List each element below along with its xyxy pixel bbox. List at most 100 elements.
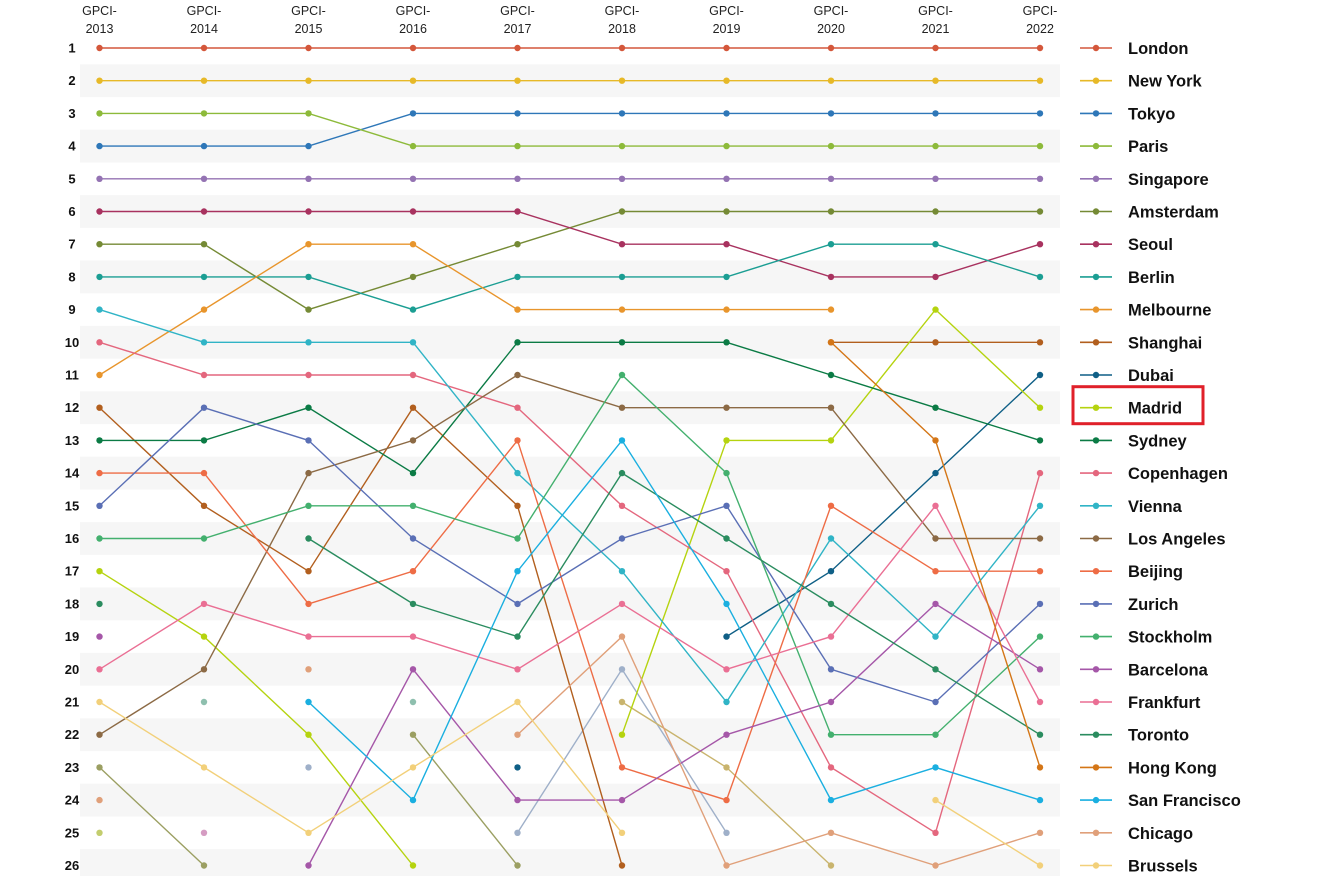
unlabeled-series-5-point: [200, 829, 208, 836]
legend-swatch-point: [1092, 698, 1100, 706]
legend-item-zurich: Zurich: [1080, 596, 1178, 614]
series-london-point: [514, 44, 521, 52]
series-frankfurt-point: [932, 502, 939, 509]
series-seoul-point: [409, 208, 417, 215]
legend-item-hong-kong: Hong Kong: [1080, 759, 1217, 777]
legend-label: Dubai: [1128, 367, 1174, 385]
series-frankfurt-point: [1036, 698, 1044, 706]
series-paris-point: [827, 142, 835, 150]
legend-label: Amsterdam: [1128, 204, 1219, 222]
legend-swatch-point: [1092, 110, 1100, 117]
series-paris-point: [514, 142, 521, 150]
legend-item-chicago: Chicago: [1080, 825, 1193, 843]
series-frankfurt-point: [827, 633, 835, 640]
series-sydney-point: [409, 469, 417, 477]
series-singapore-point: [514, 175, 521, 182]
rank-label: 26: [65, 858, 79, 873]
series-zurich-point: [618, 535, 626, 542]
year-label-prefix: GPCI-: [1023, 4, 1058, 18]
rank-label: 12: [65, 400, 79, 415]
series-stockholm-line: [99, 373, 1041, 736]
series-lines: [96, 44, 1044, 869]
series-melbourne: [96, 241, 835, 379]
series-shanghai-point: [200, 502, 208, 509]
series-melbourne-point: [305, 241, 312, 248]
legend-swatch-point: [1092, 77, 1100, 84]
series-singapore-point: [932, 175, 939, 182]
legend-item-paris: Paris: [1080, 138, 1168, 156]
series-madrid-point: [723, 437, 730, 444]
legend-item-shanghai: Shanghai: [1080, 334, 1202, 352]
legend-swatch-point: [1092, 44, 1100, 52]
legend-item-amsterdam: Amsterdam: [1080, 204, 1219, 222]
series-london-point: [932, 44, 939, 52]
series-vienna-point: [305, 339, 312, 346]
series-beijing-point: [1036, 568, 1044, 575]
unlabeled-series: [96, 666, 835, 869]
series-london-point: [305, 44, 312, 52]
legend-swatch-point: [1092, 796, 1100, 804]
series-los-angeles-point: [409, 437, 417, 444]
series-vienna-point: [618, 568, 626, 575]
series-vienna-line: [99, 308, 1041, 704]
series-toronto-point: [932, 666, 939, 673]
rank-label: 4: [68, 139, 76, 154]
rank-label: 20: [65, 662, 79, 677]
year-label: 2020: [817, 22, 845, 36]
unlabeled-series-1-point: [96, 764, 103, 771]
series-brussels: [96, 698, 1044, 869]
series-copenhagen-point: [723, 568, 730, 575]
series-zurich: [96, 404, 1044, 706]
series-chicago-point: [96, 796, 103, 804]
series-frankfurt-point: [409, 633, 417, 640]
series-zurich-point: [409, 535, 417, 542]
year-label-prefix: GPCI-: [396, 4, 431, 18]
legend-swatch-point: [1092, 600, 1100, 608]
series-frankfurt-point: [96, 666, 103, 673]
rank-label: 9: [68, 302, 75, 317]
series-tokyo-point: [305, 142, 312, 150]
series-brussels-point: [618, 829, 626, 836]
series-toronto-point: [514, 633, 521, 640]
legend-label: Singapore: [1128, 171, 1209, 189]
series-dubai-point: [514, 764, 521, 771]
series-dubai-point: [1036, 371, 1044, 379]
series-beijing-point: [723, 796, 730, 804]
legend-swatch-point: [1092, 437, 1100, 444]
legend-item-beijing: Beijing: [1080, 563, 1183, 581]
series-toronto-point: [827, 600, 835, 608]
unlabeled-series-6-point: [827, 862, 835, 869]
series-singapore-point: [200, 175, 208, 182]
legend-swatch-point: [1092, 208, 1100, 215]
series-madrid-point: [305, 731, 312, 738]
series-berlin-point: [200, 273, 208, 281]
series-shanghai-point: [514, 502, 521, 509]
legend-item-vienna: Vienna: [1080, 498, 1183, 516]
series-seoul: [96, 208, 1044, 281]
series-brussels-point: [96, 698, 103, 706]
series-madrid-point: [932, 306, 939, 313]
series-chicago: [96, 633, 1044, 869]
series-beijing-point: [96, 469, 103, 477]
series-sydney-point: [827, 371, 835, 379]
unlabeled-series-3-point: [618, 666, 626, 673]
series-vienna-point: [200, 339, 208, 346]
series-los-angeles-point: [827, 404, 835, 411]
series-brussels-line: [935, 799, 1041, 867]
year-label: 2021: [922, 22, 950, 36]
year-label: 2022: [1026, 22, 1054, 36]
legend-label: New York: [1128, 73, 1202, 91]
series-zurich-point: [723, 502, 730, 509]
series-amsterdam-point: [200, 241, 208, 248]
series-brussels-point: [409, 764, 417, 771]
series-beijing-point: [932, 568, 939, 575]
legend-label: Frankfurt: [1128, 694, 1201, 712]
series-barcelona-line: [307, 603, 1041, 866]
series-barcelona-point: [305, 862, 312, 869]
rank-label: 16: [65, 531, 79, 546]
series-vienna-point: [1036, 502, 1044, 509]
series-chicago-point: [932, 862, 939, 869]
unlabeled-series-3-point: [723, 829, 730, 836]
unlabeled-series-2-point: [200, 698, 208, 706]
